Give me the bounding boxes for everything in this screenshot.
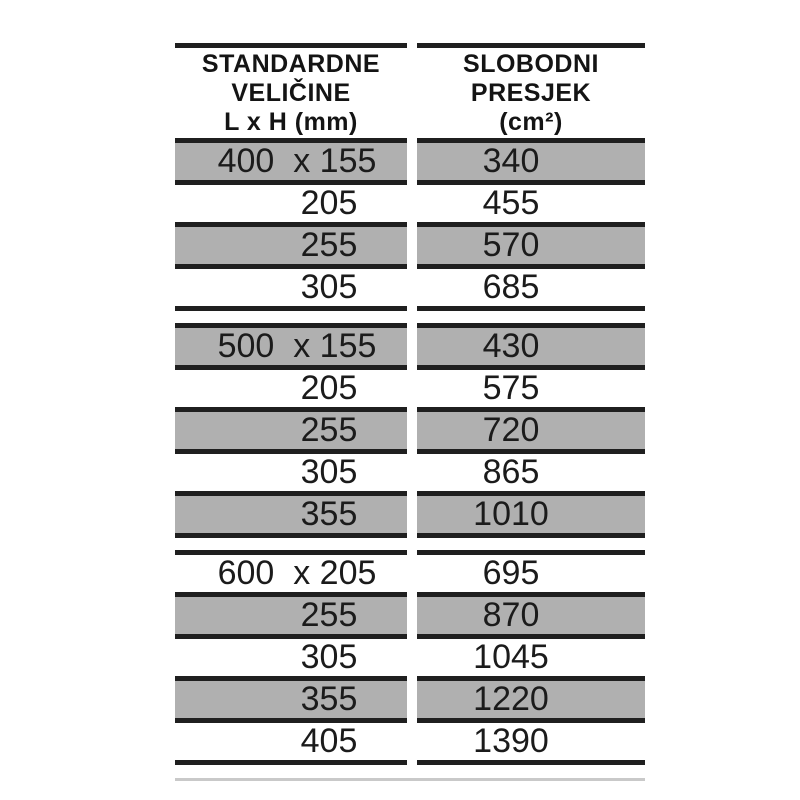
- size-cell: 255: [175, 597, 407, 639]
- size-cell: 355: [175, 496, 407, 538]
- size-cell: 600 x 205: [175, 550, 407, 597]
- header-line: VELIČINE: [231, 78, 351, 107]
- area-cell: 575: [417, 370, 645, 412]
- header-line: PRESJEK: [470, 78, 592, 107]
- size-cell: 205: [175, 370, 407, 412]
- size-cell: 305: [175, 454, 407, 496]
- area-cell: 1045: [417, 639, 645, 681]
- size-cell: 255: [175, 227, 407, 269]
- size-cell: 405: [175, 723, 407, 765]
- size-cell: 205: [175, 185, 407, 227]
- area-cell: 1010: [417, 496, 645, 538]
- area-column-header: SLOBODNI PRESJEK (cm²): [417, 43, 645, 143]
- area-cell: 570: [417, 227, 645, 269]
- dimensions-table: STANDARDNE VELIČINE L x H (mm) 400 x 155…: [175, 43, 645, 781]
- area-cell: 695: [417, 550, 645, 597]
- area-cell: 870: [417, 597, 645, 639]
- size-cell: 255: [175, 412, 407, 454]
- area-cell: 685: [417, 269, 645, 311]
- area-cell: 865: [417, 454, 645, 496]
- size-column-header: STANDARDNE VELIČINE L x H (mm): [175, 43, 407, 143]
- area-cell: 720: [417, 412, 645, 454]
- area-cell: 1220: [417, 681, 645, 723]
- header-line: SLOBODNI: [463, 49, 599, 78]
- area-cell: 430: [417, 323, 645, 370]
- area-cell: 1390: [417, 723, 645, 765]
- area-cell: 340: [417, 143, 645, 185]
- table-columns: STANDARDNE VELIČINE L x H (mm) 400 x 155…: [175, 43, 645, 765]
- area-column: SLOBODNI PRESJEK (cm²) 340 455 570 685 4…: [417, 43, 645, 765]
- size-cell: 400 x 155: [175, 143, 407, 185]
- area-cell: 455: [417, 185, 645, 227]
- size-cell: 355: [175, 681, 407, 723]
- header-line: L x H (mm): [224, 107, 358, 136]
- size-cell: 500 x 155: [175, 323, 407, 370]
- bottom-faint-rule: [175, 778, 645, 781]
- size-cell: 305: [175, 639, 407, 681]
- header-line: (cm²): [499, 107, 563, 136]
- size-cell: 305: [175, 269, 407, 311]
- size-column: STANDARDNE VELIČINE L x H (mm) 400 x 155…: [175, 43, 407, 765]
- header-line: STANDARDNE: [201, 49, 381, 78]
